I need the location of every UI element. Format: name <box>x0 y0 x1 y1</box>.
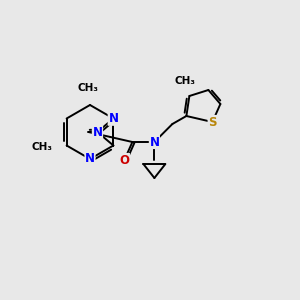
Text: N: N <box>92 126 103 139</box>
Text: CH₃: CH₃ <box>32 142 52 152</box>
Text: S: S <box>208 116 217 128</box>
Text: O: O <box>119 154 129 166</box>
Text: N: N <box>108 112 118 125</box>
Text: N: N <box>85 152 95 166</box>
Text: N: N <box>108 112 118 125</box>
Text: CH₃: CH₃ <box>175 76 196 86</box>
Text: N: N <box>92 125 103 138</box>
Text: CH₃: CH₃ <box>77 83 98 93</box>
Text: N: N <box>149 136 159 148</box>
